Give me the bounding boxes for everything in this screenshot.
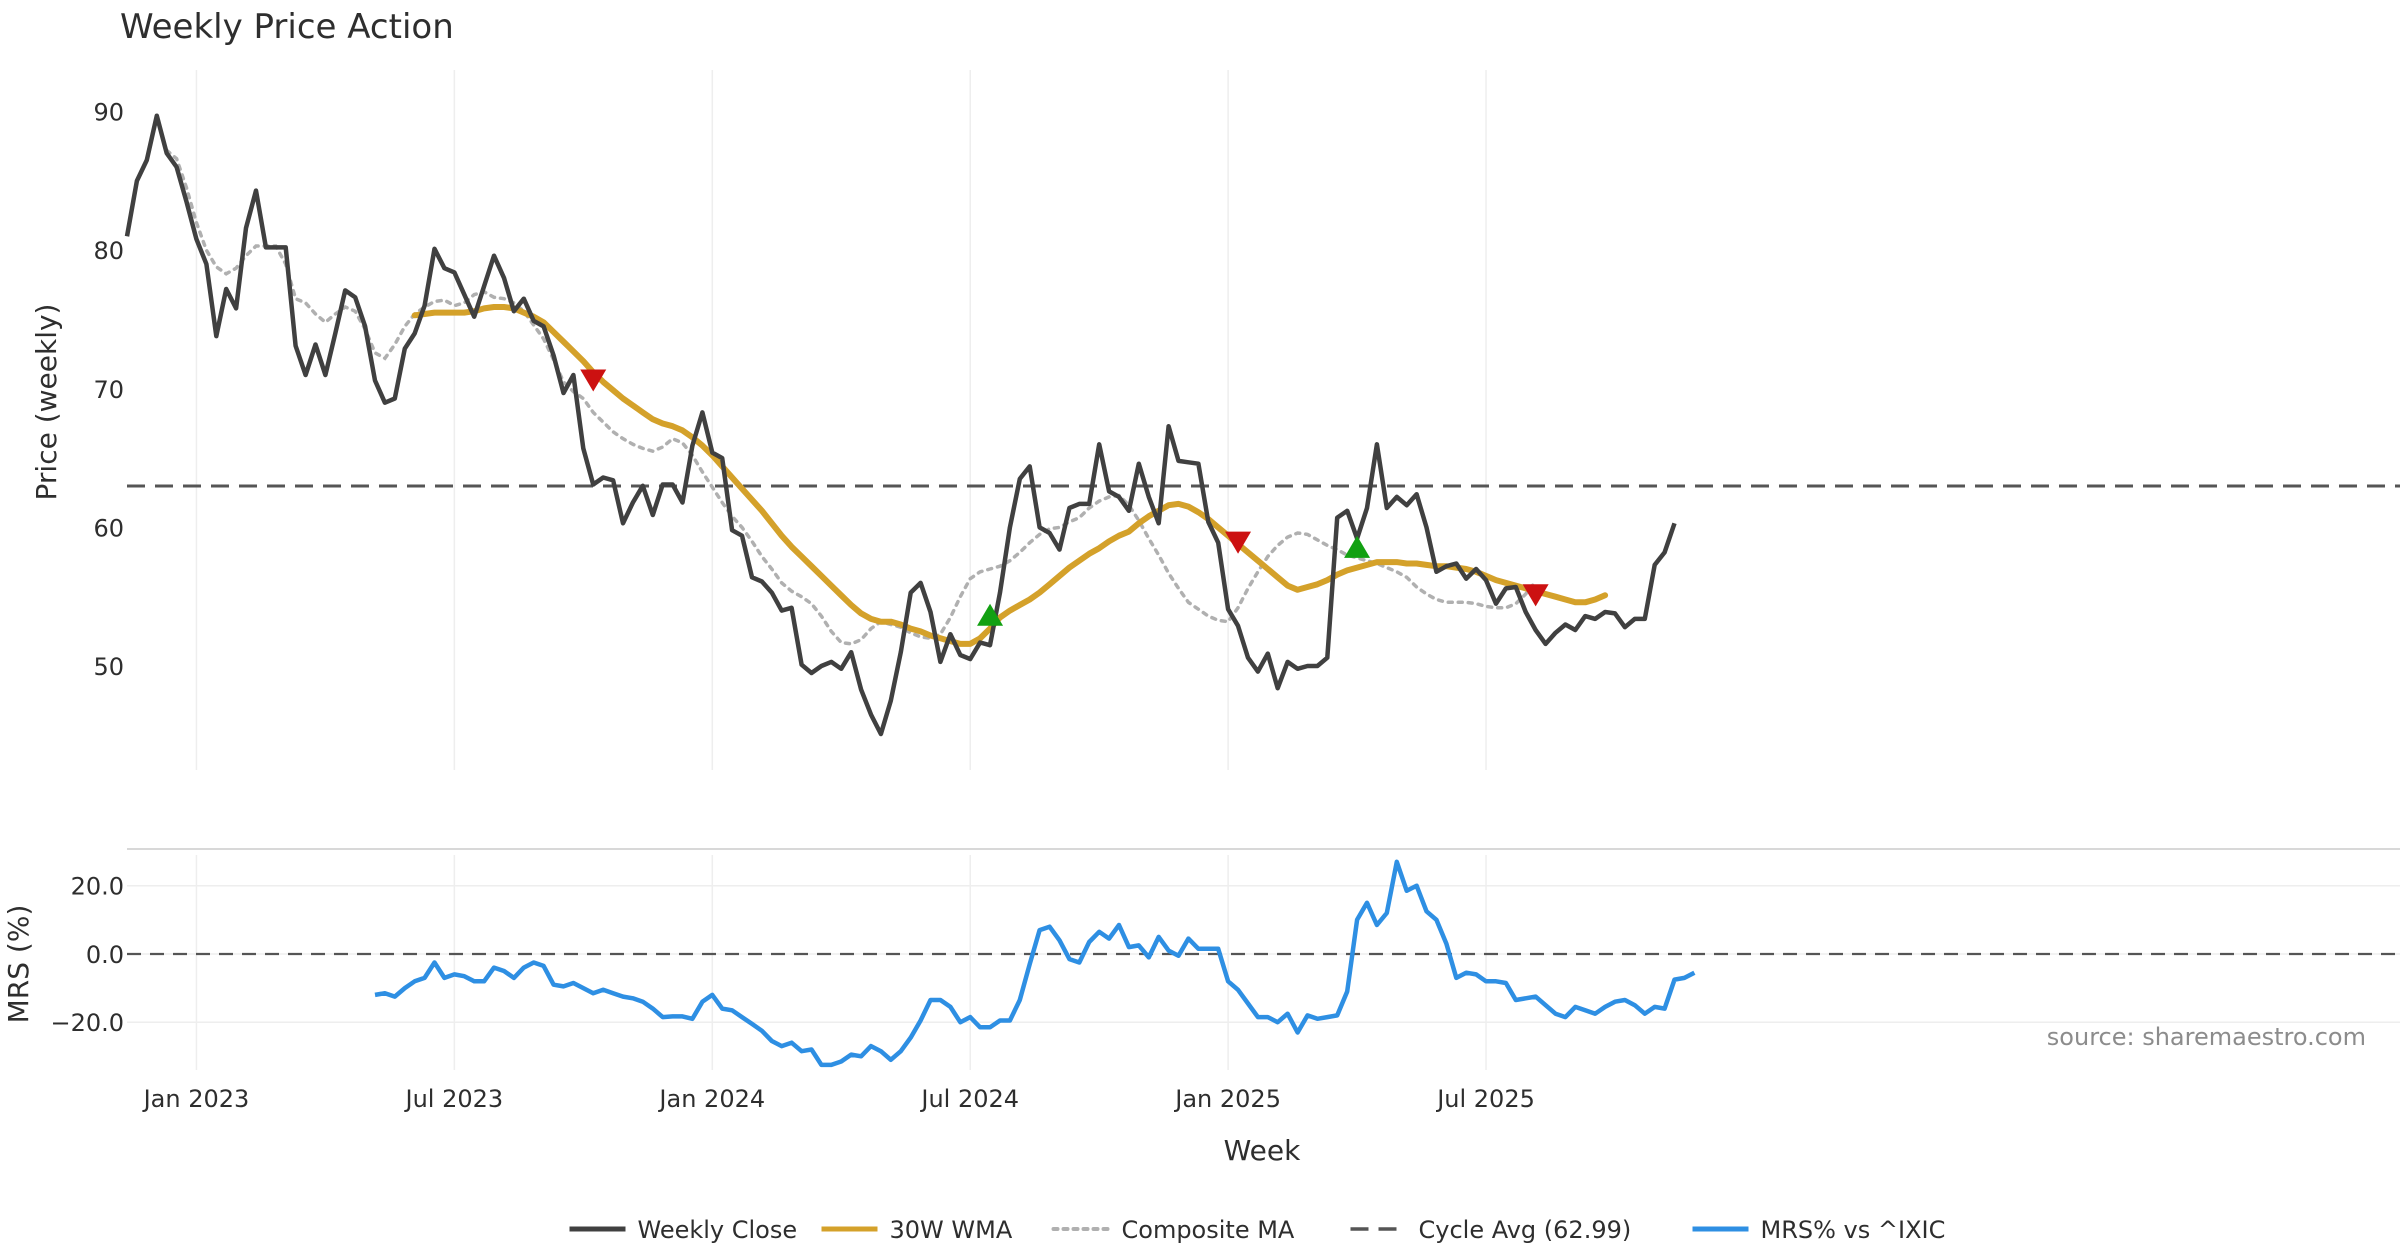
weekly-close-line: [124, 113, 1677, 737]
price-y-tick-label: 80: [93, 237, 124, 265]
price-y-tick-label: 50: [93, 653, 124, 681]
x-tick-label: Jul 2023: [404, 1085, 504, 1113]
buy-signal-marker: [1344, 535, 1371, 558]
x-tick-label: Jan 2025: [1173, 1085, 1281, 1113]
legend: Weekly Close 30W WMA Composite MA Cycle Avg…: [569, 1216, 1946, 1244]
mrs-y-tick-label: 0.0: [86, 941, 124, 969]
composite-ma-line: [164, 148, 1538, 646]
x-tick-label: Jan 2023: [142, 1085, 250, 1113]
x-tick-label: Jan 2024: [657, 1085, 765, 1113]
legend-label: 30W WMA: [890, 1216, 1013, 1244]
legend-label: Cycle Avg (62.99): [1419, 1216, 1632, 1244]
mrs-y-axis-label: MRS (%): [2, 905, 35, 1024]
wma-30w-line: [411, 304, 1609, 647]
x-tick-label: Jul 2025: [1435, 1085, 1535, 1113]
buy-signal-marker: [977, 603, 1004, 626]
price-y-tick-label: 60: [93, 514, 124, 542]
sell-signal-marker: [1225, 531, 1252, 554]
legend-label: Weekly Close: [638, 1216, 798, 1244]
mrs-line: [374, 859, 1696, 1068]
x-axis-label: Week: [1224, 1134, 1301, 1167]
chart-title: Weekly Price Action: [120, 7, 454, 47]
price-y-axis-label: Price (weekly): [30, 304, 63, 501]
x-tick-label: Jul 2024: [919, 1085, 1019, 1113]
sell-signal-marker: [580, 369, 607, 392]
mrs-y-tick-label: −20.0: [50, 1009, 124, 1037]
signal-markers: [580, 369, 1549, 626]
price-y-axis: 50 60 70 80 90: [93, 99, 124, 681]
x-axis: Jan 2023 Jul 2023 Jan 2024 Jul 2024 Jan 2025…: [142, 1085, 1535, 1113]
legend-label: Composite MA: [1122, 1216, 1295, 1244]
mrs-y-tick-label: 20.0: [71, 873, 124, 901]
source-note: source: sharemaestro.com: [2047, 1023, 2366, 1051]
price-panel-grid: [195, 70, 1487, 770]
sell-signal-marker: [1522, 584, 1549, 607]
price-y-tick-label: 70: [93, 376, 124, 404]
legend-label: MRS% vs ^IXIC: [1761, 1216, 1946, 1244]
price-y-tick-label: 90: [93, 99, 124, 127]
mrs-y-axis: −20.0 0.0 20.0: [50, 873, 124, 1038]
